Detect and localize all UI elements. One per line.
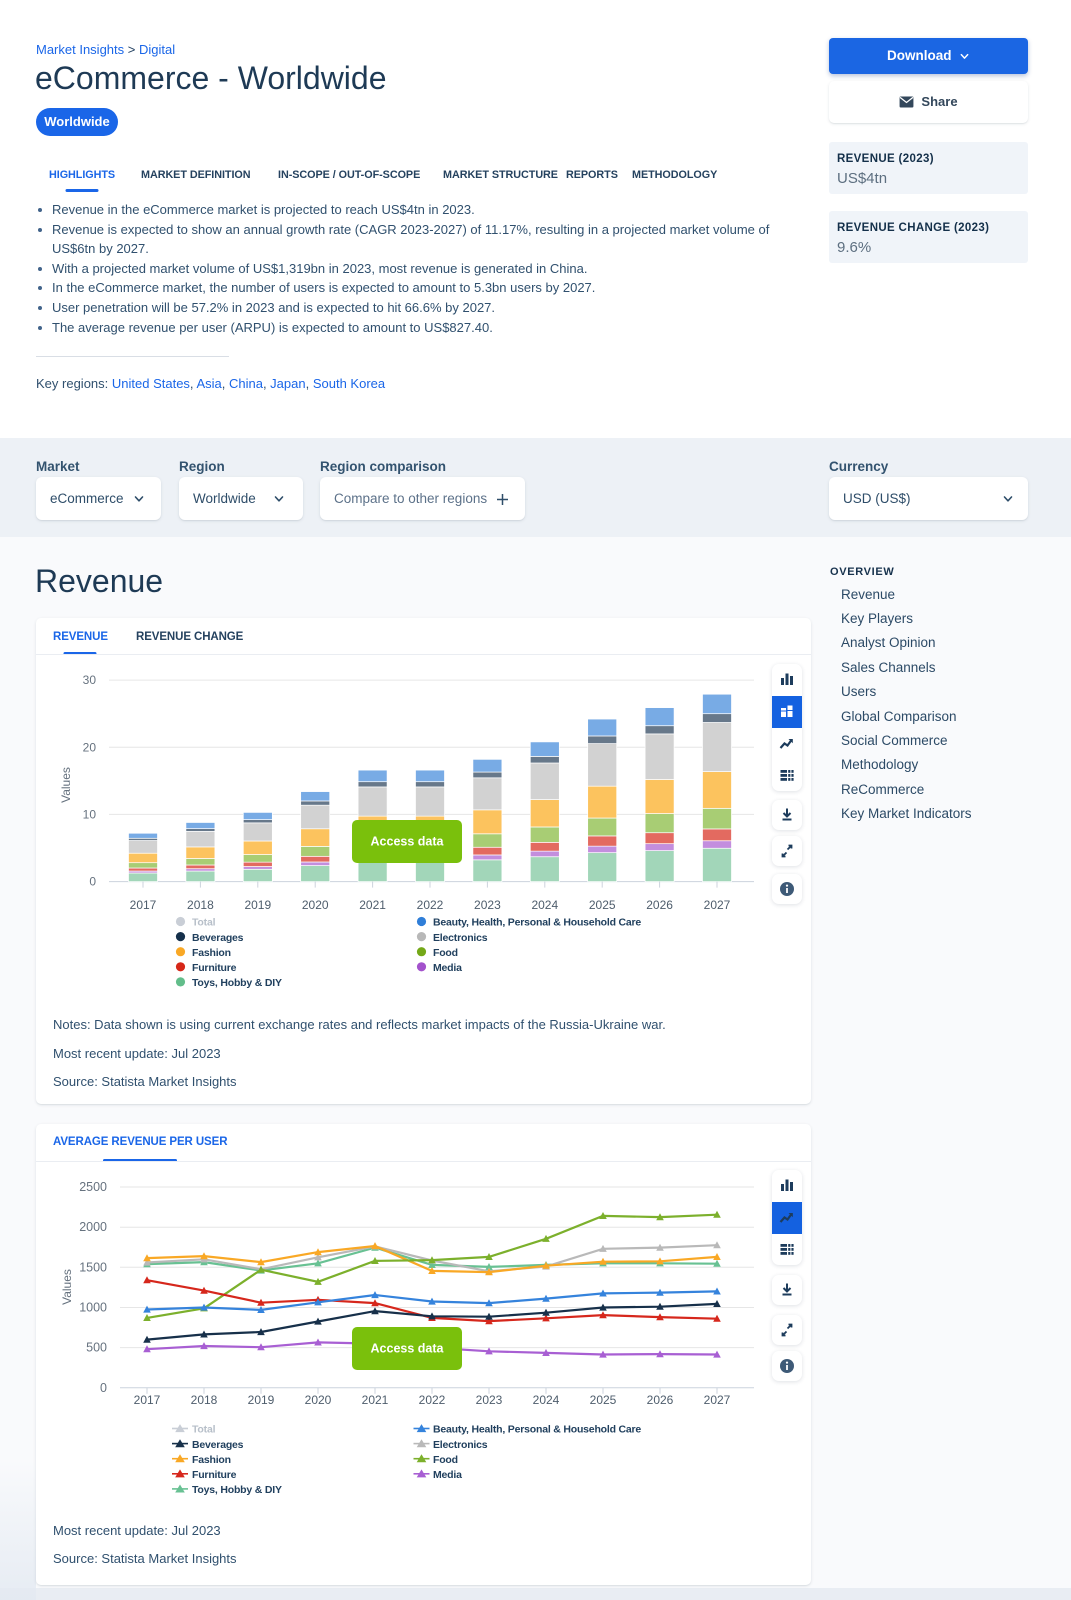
svg-text:Total: Total <box>192 917 216 929</box>
svg-text:2500: 2500 <box>79 1180 107 1194</box>
svg-text:2017: 2017 <box>134 1393 161 1407</box>
svg-text:Food: Food <box>433 1454 458 1466</box>
svg-text:2019: 2019 <box>248 1393 275 1407</box>
svg-text:Electronics: Electronics <box>433 1439 488 1451</box>
svg-text:0: 0 <box>100 1381 107 1395</box>
svg-text:2020: 2020 <box>302 898 329 912</box>
svg-text:2021: 2021 <box>359 898 386 912</box>
svg-text:2027: 2027 <box>704 1393 731 1407</box>
svg-text:2025: 2025 <box>589 898 616 912</box>
svg-text:Media: Media <box>433 962 462 974</box>
svg-text:Total: Total <box>192 1424 216 1436</box>
svg-text:Beauty, Health, Personal & Hou: Beauty, Health, Personal & Household Car… <box>433 1424 641 1436</box>
svg-text:Furniture: Furniture <box>192 1469 237 1481</box>
svg-text:2022: 2022 <box>419 1393 446 1407</box>
svg-text:0: 0 <box>89 875 96 889</box>
svg-text:2021: 2021 <box>362 1393 389 1407</box>
svg-text:2018: 2018 <box>191 1393 218 1407</box>
svg-text:Toys, Hobby & DIY: Toys, Hobby & DIY <box>192 1484 282 1496</box>
svg-text:Access data: Access data <box>371 835 445 849</box>
svg-text:Toys, Hobby & DIY: Toys, Hobby & DIY <box>192 977 282 989</box>
svg-text:Media: Media <box>433 1469 462 1481</box>
svg-text:2020: 2020 <box>305 1393 332 1407</box>
svg-text:Food: Food <box>433 947 458 959</box>
svg-text:500: 500 <box>86 1341 107 1355</box>
svg-text:20: 20 <box>83 740 97 754</box>
svg-text:2026: 2026 <box>646 898 673 912</box>
svg-text:Beverages: Beverages <box>192 932 244 944</box>
svg-text:2000: 2000 <box>79 1220 107 1234</box>
svg-text:2027: 2027 <box>704 898 731 912</box>
svg-text:Fashion: Fashion <box>192 1454 231 1466</box>
svg-text:2026: 2026 <box>647 1393 674 1407</box>
svg-text:2022: 2022 <box>417 898 444 912</box>
svg-text:Values: Values <box>59 767 73 803</box>
svg-text:1500: 1500 <box>79 1260 107 1274</box>
svg-text:1000: 1000 <box>79 1301 107 1315</box>
svg-text:2023: 2023 <box>476 1393 503 1407</box>
svg-text:Fashion: Fashion <box>192 947 231 959</box>
svg-text:2018: 2018 <box>187 898 214 912</box>
svg-text:Values: Values <box>60 1269 74 1305</box>
svg-text:Beverages: Beverages <box>192 1439 244 1451</box>
svg-text:Furniture: Furniture <box>192 962 237 974</box>
svg-text:Electronics: Electronics <box>433 932 488 944</box>
svg-text:2025: 2025 <box>590 1393 617 1407</box>
svg-text:2024: 2024 <box>533 1393 560 1407</box>
svg-text:Beauty, Health, Personal & Hou: Beauty, Health, Personal & Household Car… <box>433 917 641 929</box>
svg-text:10: 10 <box>83 807 97 821</box>
svg-text:2017: 2017 <box>130 898 157 912</box>
svg-text:2019: 2019 <box>244 898 271 912</box>
svg-text:2023: 2023 <box>474 898 501 912</box>
svg-text:30: 30 <box>83 673 97 687</box>
svg-text:2024: 2024 <box>531 898 558 912</box>
svg-text:Access data: Access data <box>371 1342 445 1356</box>
